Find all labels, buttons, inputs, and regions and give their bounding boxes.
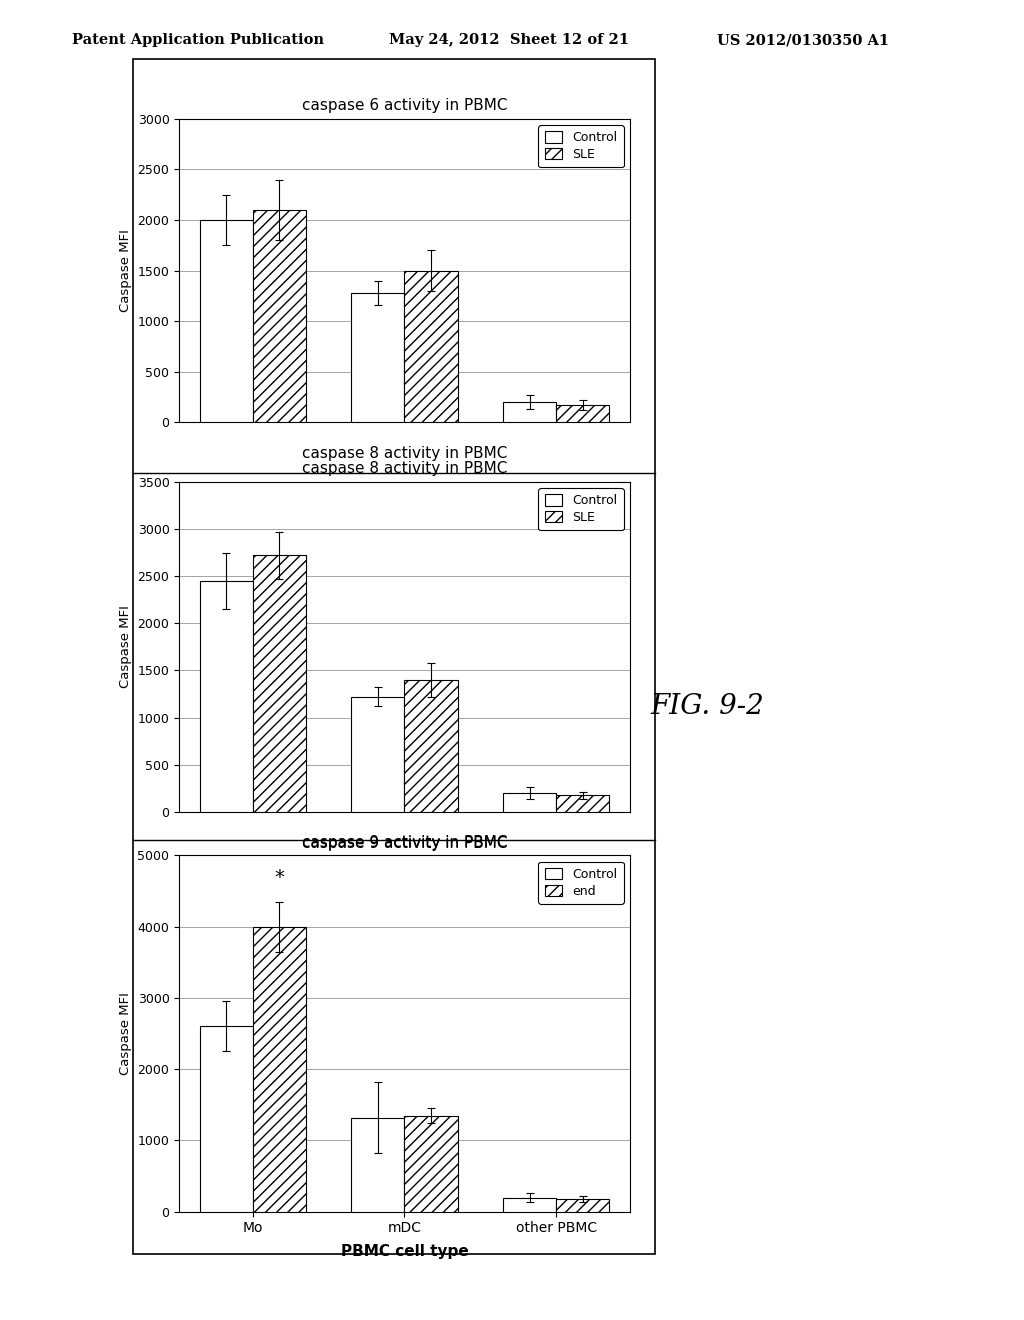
Bar <box>556 1200 609 1212</box>
X-axis label: PBMC cell type: PBMC cell type <box>341 1243 468 1259</box>
Title: caspase 9 activity in PBMC: caspase 9 activity in PBMC <box>302 836 507 850</box>
Bar <box>503 793 556 812</box>
Legend: Control, SLE: Control, SLE <box>539 125 624 168</box>
Title: caspase 6 activity in PBMC: caspase 6 activity in PBMC <box>302 99 507 114</box>
Bar <box>556 795 609 812</box>
Text: *: * <box>274 869 285 887</box>
Title: caspase 8 activity in PBMC: caspase 8 activity in PBMC <box>302 462 507 477</box>
Bar <box>200 1027 253 1212</box>
Bar <box>404 680 458 812</box>
Text: US 2012/0130350 A1: US 2012/0130350 A1 <box>717 33 889 48</box>
Bar <box>253 927 306 1212</box>
Bar <box>404 1115 458 1212</box>
Bar <box>556 405 609 422</box>
Bar <box>253 210 306 422</box>
Text: caspase 8 activity in PBMC: caspase 8 activity in PBMC <box>302 446 507 461</box>
Text: Patent Application Publication: Patent Application Publication <box>72 33 324 48</box>
Text: caspase 9 activity in PBMC: caspase 9 activity in PBMC <box>302 836 507 850</box>
Text: May 24, 2012  Sheet 12 of 21: May 24, 2012 Sheet 12 of 21 <box>389 33 629 48</box>
Bar <box>200 220 253 422</box>
Legend: Control, end: Control, end <box>539 862 624 904</box>
Bar <box>200 581 253 812</box>
Bar <box>503 1197 556 1212</box>
Bar <box>404 271 458 422</box>
Y-axis label: Caspase MFI: Caspase MFI <box>119 230 132 312</box>
Bar <box>351 1118 404 1212</box>
Bar <box>351 697 404 812</box>
Y-axis label: Caspase MFI: Caspase MFI <box>119 606 132 688</box>
Text: FIG. 9-2: FIG. 9-2 <box>650 693 764 719</box>
Bar <box>351 293 404 422</box>
Y-axis label: Caspase MFI: Caspase MFI <box>119 993 132 1074</box>
Bar <box>503 403 556 422</box>
Legend: Control, SLE: Control, SLE <box>539 488 624 531</box>
Bar <box>253 556 306 812</box>
